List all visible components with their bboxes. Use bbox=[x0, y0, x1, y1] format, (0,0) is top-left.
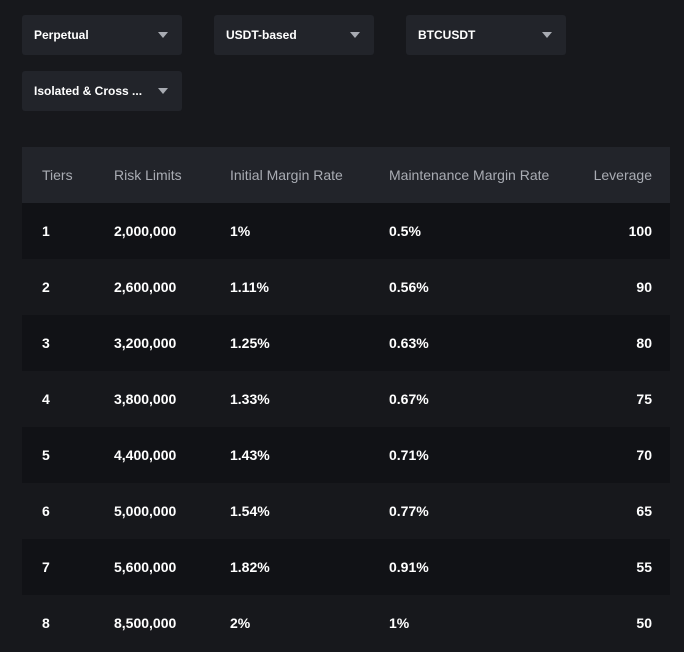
product-type-label: Perpetual bbox=[34, 28, 89, 42]
tier-cell: 4 bbox=[42, 391, 50, 407]
table-row: 7 5,600,000 1.82% 0.91% 55 bbox=[22, 539, 670, 595]
table-row: 3 3,200,000 1.25% 0.63% 80 bbox=[22, 315, 670, 371]
margin-asset-dropdown[interactable]: USDT-based bbox=[214, 15, 374, 55]
table-row: 1 2,000,000 1% 0.5% 100 bbox=[22, 203, 670, 259]
symbol-dropdown[interactable]: BTCUSDT bbox=[406, 15, 566, 55]
risk-limit-cell: 5,600,000 bbox=[114, 559, 177, 575]
leverage-cell: 70 bbox=[636, 447, 652, 463]
margin-asset-label: USDT-based bbox=[226, 28, 297, 42]
tier-cell: 8 bbox=[42, 615, 50, 631]
initial-margin-rate-cell: 1.54% bbox=[230, 503, 270, 519]
initial-margin-rate-cell: 1.25% bbox=[230, 335, 270, 351]
initial-margin-rate-cell: 1.43% bbox=[230, 447, 270, 463]
maintenance-margin-rate-cell: 0.63% bbox=[389, 335, 429, 351]
header-initial-margin-rate: Initial Margin Rate bbox=[230, 167, 343, 183]
leverage-cell: 90 bbox=[636, 279, 652, 295]
leverage-cell: 100 bbox=[628, 223, 652, 239]
tier-cell: 3 bbox=[42, 335, 50, 351]
header-tiers: Tiers bbox=[42, 167, 73, 183]
maintenance-margin-rate-cell: 0.91% bbox=[389, 559, 429, 575]
risk-limit-cell: 5,000,000 bbox=[114, 503, 177, 519]
tier-cell: 2 bbox=[42, 279, 50, 295]
maintenance-margin-rate-cell: 0.67% bbox=[389, 391, 429, 407]
header-risk-limits: Risk Limits bbox=[114, 167, 182, 183]
symbol-label: BTCUSDT bbox=[418, 28, 476, 42]
initial-margin-rate-cell: 1.11% bbox=[230, 279, 269, 295]
risk-limit-cell: 3,800,000 bbox=[114, 391, 177, 407]
margin-mode-dropdown[interactable]: Isolated & Cross ... bbox=[22, 71, 182, 111]
risk-limit-cell: 8,500,000 bbox=[114, 615, 177, 631]
header-leverage: Leverage bbox=[593, 167, 652, 183]
caret-down-icon bbox=[158, 32, 168, 38]
leverage-cell: 75 bbox=[636, 391, 652, 407]
risk-limit-cell: 2,000,000 bbox=[114, 223, 177, 239]
initial-margin-rate-cell: 1.82% bbox=[230, 559, 270, 575]
leverage-cell: 55 bbox=[636, 559, 652, 575]
table-row: 8 8,500,000 2% 1% 50 bbox=[22, 595, 670, 651]
caret-down-icon bbox=[350, 32, 360, 38]
table-row: 6 5,000,000 1.54% 0.77% 65 bbox=[22, 483, 670, 539]
caret-down-icon bbox=[158, 88, 168, 94]
risk-limit-cell: 3,200,000 bbox=[114, 335, 177, 351]
header-maintenance-margin-rate: Maintenance Margin Rate bbox=[389, 167, 550, 183]
leverage-cell: 50 bbox=[636, 615, 652, 631]
risk-limit-cell: 2,600,000 bbox=[114, 279, 177, 295]
initial-margin-rate-cell: 2% bbox=[230, 615, 251, 631]
product-type-dropdown[interactable]: Perpetual bbox=[22, 15, 182, 55]
table-row: 4 3,800,000 1.33% 0.67% 75 bbox=[22, 371, 670, 427]
tier-cell: 6 bbox=[42, 503, 50, 519]
table-header-row: Tiers Risk Limits Initial Margin Rate Ma… bbox=[22, 147, 670, 203]
risk-limit-table: Tiers Risk Limits Initial Margin Rate Ma… bbox=[22, 147, 670, 651]
maintenance-margin-rate-cell: 1% bbox=[389, 615, 410, 631]
maintenance-margin-rate-cell: 0.56% bbox=[389, 279, 429, 295]
table-row: 5 4,400,000 1.43% 0.71% 70 bbox=[22, 427, 670, 483]
maintenance-margin-rate-cell: 0.77% bbox=[389, 503, 429, 519]
leverage-cell: 80 bbox=[636, 335, 652, 351]
caret-down-icon bbox=[542, 32, 552, 38]
initial-margin-rate-cell: 1% bbox=[230, 223, 251, 239]
leverage-cell: 65 bbox=[636, 503, 652, 519]
tier-cell: 7 bbox=[42, 559, 50, 575]
maintenance-margin-rate-cell: 0.5% bbox=[389, 223, 421, 239]
maintenance-margin-rate-cell: 0.71% bbox=[389, 447, 429, 463]
risk-limit-cell: 4,400,000 bbox=[114, 447, 177, 463]
tier-cell: 5 bbox=[42, 447, 50, 463]
table-row: 2 2,600,000 1.11% 0.56% 90 bbox=[22, 259, 670, 315]
tier-cell: 1 bbox=[42, 223, 50, 239]
margin-mode-label: Isolated & Cross ... bbox=[34, 84, 143, 98]
initial-margin-rate-cell: 1.33% bbox=[230, 391, 270, 407]
